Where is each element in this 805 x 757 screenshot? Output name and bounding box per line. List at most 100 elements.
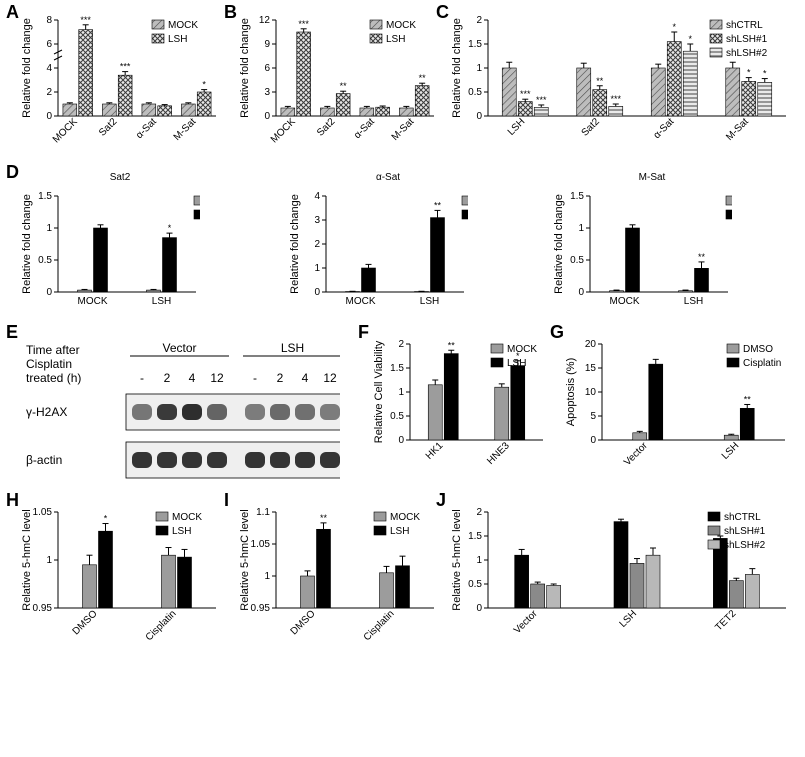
svg-text:Cisplatin: Cisplatin [26, 357, 72, 371]
panel-label-h: H [6, 490, 19, 511]
chart-a: 02468Relative fold changeMOCK***Sat2***α… [20, 6, 220, 156]
svg-text:shLSH#1: shLSH#1 [726, 34, 768, 45]
svg-text:3: 3 [314, 215, 320, 226]
svg-text:Relative fold change: Relative fold change [289, 194, 301, 294]
svg-text:0.95: 0.95 [33, 603, 53, 614]
svg-text:***: *** [520, 89, 531, 99]
svg-text:4: 4 [46, 63, 52, 74]
svg-text:0: 0 [578, 287, 584, 298]
svg-text:HK1: HK1 [424, 440, 446, 462]
svg-text:2: 2 [46, 87, 52, 98]
svg-text:2: 2 [314, 239, 320, 250]
panel-label-a: A [6, 2, 19, 23]
svg-text:LSH: LSH [390, 526, 409, 537]
svg-text:LSH: LSH [168, 34, 187, 45]
svg-text:LSH: LSH [720, 440, 742, 462]
chart-c: 00.511.52Relative fold changeLSH******Sa… [450, 6, 790, 156]
svg-text:1.5: 1.5 [38, 191, 52, 202]
svg-text:***: *** [536, 95, 547, 105]
svg-text:1: 1 [46, 555, 52, 566]
svg-text:IgG: IgG [478, 196, 494, 207]
svg-text:4: 4 [189, 371, 196, 385]
chart-j: 00.511.52Relative 5-hmC levelVectorLSHTE… [450, 498, 790, 648]
svg-text:**: ** [448, 340, 456, 350]
svg-text:12: 12 [210, 371, 224, 385]
svg-text:2: 2 [476, 15, 482, 26]
svg-text:shCTRL: shCTRL [726, 20, 763, 31]
svg-text:**: ** [434, 200, 442, 210]
svg-text:M-Sat: M-Sat [390, 116, 417, 143]
svg-text:0.5: 0.5 [38, 255, 52, 266]
chart-d-msat: M-Sat00.511.5Relative fold changeMOCKLSH… [552, 170, 792, 310]
svg-text:Sat2: Sat2 [315, 116, 338, 139]
svg-text:LSH: LSH [506, 116, 528, 138]
svg-text:5-hmC: 5-hmC [210, 210, 240, 221]
svg-text:1.5: 1.5 [390, 363, 404, 374]
svg-text:0: 0 [46, 287, 52, 298]
svg-text:DMSO: DMSO [743, 344, 773, 355]
svg-text:LSH: LSH [281, 341, 304, 355]
svg-text:LSH: LSH [386, 34, 405, 45]
svg-text:LSH: LSH [152, 296, 171, 307]
svg-text:0.95: 0.95 [251, 603, 271, 614]
svg-text:Vector: Vector [162, 341, 196, 355]
svg-text:15: 15 [585, 363, 597, 374]
svg-text:Vector: Vector [622, 440, 650, 468]
svg-text:0: 0 [398, 435, 404, 446]
svg-text:shLSH#2: shLSH#2 [724, 540, 766, 551]
svg-text:LSH: LSH [618, 608, 640, 630]
svg-text:β-actin: β-actin [26, 453, 62, 467]
chart-h: 0.9511.05Relative 5-hmC levelDMSO*Cispla… [20, 498, 220, 648]
svg-text:1: 1 [398, 387, 404, 398]
chart-g: 05101520Apoptosis (%)VectorLSH**DMSOCisp… [564, 330, 789, 480]
svg-text:**: ** [419, 73, 427, 83]
svg-text:0: 0 [476, 111, 482, 122]
svg-text:0: 0 [264, 111, 270, 122]
svg-text:-: - [253, 371, 257, 385]
svg-text:1: 1 [314, 263, 320, 274]
panel-label-i: I [224, 490, 229, 511]
svg-text:γ-H2AX: γ-H2AX [26, 405, 67, 419]
svg-text:MOCK: MOCK [168, 20, 198, 31]
svg-text:Time after: Time after [26, 343, 80, 357]
svg-text:12: 12 [259, 15, 271, 26]
blot-e: VectorLSHTime afterCisplatintreated (h)-… [20, 340, 340, 490]
svg-text:*: * [168, 223, 172, 233]
svg-text:0.5: 0.5 [468, 87, 482, 98]
svg-text:DMSO: DMSO [71, 608, 100, 637]
svg-text:Relative 5-hmC level: Relative 5-hmC level [21, 509, 33, 610]
svg-text:0: 0 [314, 287, 320, 298]
svg-text:M-Sat: M-Sat [724, 116, 751, 143]
svg-text:HNE3: HNE3 [485, 440, 512, 467]
svg-text:shCTRL: shCTRL [724, 512, 761, 523]
svg-text:*: * [688, 34, 692, 44]
svg-text:10: 10 [585, 387, 597, 398]
svg-text:shLSH#2: shLSH#2 [726, 48, 768, 59]
svg-text:12: 12 [323, 371, 337, 385]
svg-text:2: 2 [277, 371, 284, 385]
svg-text:MOCK: MOCK [346, 296, 376, 307]
svg-text:*: * [202, 80, 206, 90]
svg-text:α-Sat: α-Sat [652, 116, 677, 141]
svg-text:MOCK: MOCK [78, 296, 108, 307]
chart-d-sat2: Sat200.511.5Relative fold changeMOCKLSH*… [20, 170, 260, 310]
svg-text:LSH: LSH [420, 296, 439, 307]
svg-text:IgG: IgG [742, 196, 758, 207]
panel-label-b: B [224, 2, 237, 23]
chart-b: 036912Relative fold changeMOCK***Sat2**α… [238, 6, 438, 156]
svg-text:TET2: TET2 [713, 608, 738, 633]
panel-label-e: E [6, 322, 18, 343]
svg-text:Sat2: Sat2 [110, 172, 131, 183]
svg-text:LSH: LSH [507, 358, 526, 369]
svg-text:1: 1 [476, 63, 482, 74]
svg-text:M-Sat: M-Sat [172, 116, 199, 143]
chart-f: 00.511.52Relative Cell ViabilityHK1**HNE… [372, 330, 547, 480]
panel-label-d: D [6, 162, 19, 183]
svg-text:Apoptosis (%): Apoptosis (%) [565, 358, 577, 426]
svg-text:Cisplatin: Cisplatin [362, 608, 397, 643]
svg-text:**: ** [340, 81, 348, 91]
svg-text:4: 4 [314, 191, 320, 202]
svg-text:DMSO: DMSO [289, 608, 318, 637]
svg-text:5-hmC: 5-hmC [478, 210, 508, 221]
svg-text:1.5: 1.5 [468, 531, 482, 542]
